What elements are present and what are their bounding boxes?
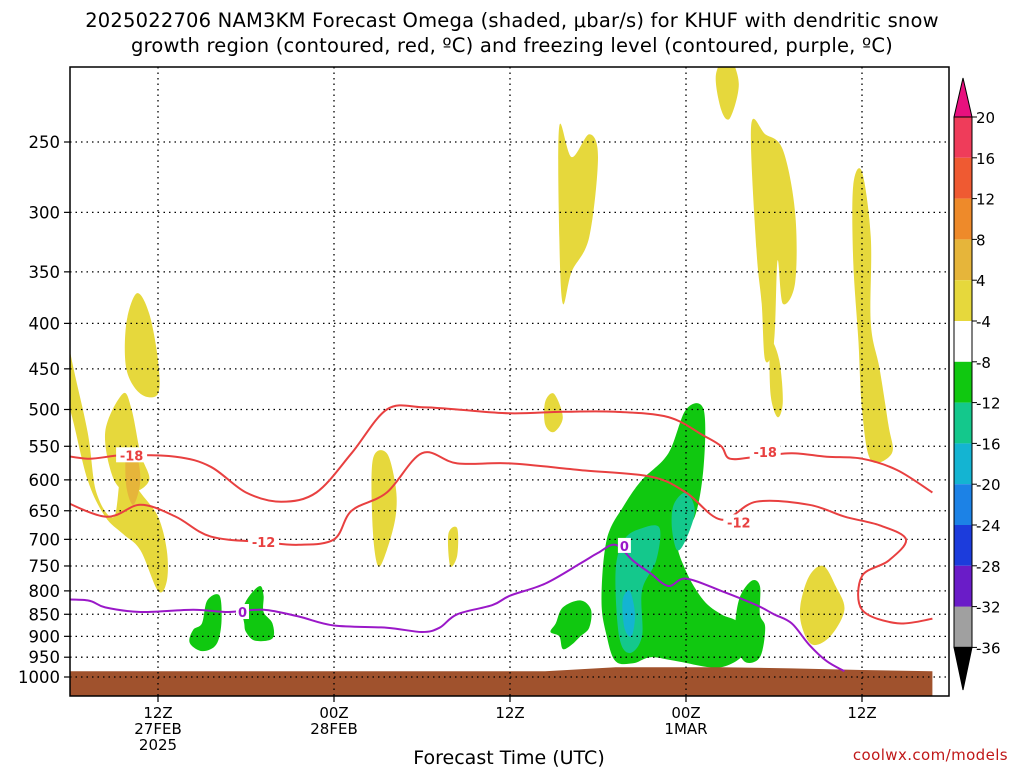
- colorbar-label-7: -12: [976, 395, 1001, 413]
- colorbar-label-11: -28: [976, 558, 1001, 576]
- upward-omega-region-9: [750, 118, 797, 363]
- colorbar-block-7: [954, 402, 972, 444]
- colorbar-frame: [953, 116, 973, 648]
- source-credit[interactable]: coolwx.com/models: [852, 746, 1008, 764]
- dgz-contour-minus12-label-bg-0: [248, 534, 280, 550]
- downward-omega-region-15: [671, 492, 695, 551]
- dgz-contour-minus12-label-0: -12: [252, 536, 276, 551]
- colorbar-block-3: [954, 239, 972, 281]
- upward-omega-region-10: [769, 340, 783, 418]
- y-tick-label-400: 400: [29, 314, 61, 333]
- x-tick-label-4-0: 12Z: [847, 704, 876, 722]
- colorbar-label-13: -36: [976, 639, 1001, 657]
- upward-omega-region-11: [852, 168, 893, 463]
- upward-omega-region-5: [447, 526, 459, 567]
- colorbar-label-5: -4: [976, 313, 991, 331]
- downward-omega-region-20: [735, 580, 766, 663]
- y-tick-label-300: 300: [29, 203, 61, 222]
- y-tick-label-450: 450: [29, 360, 61, 379]
- colorbar-label-1: 16: [976, 150, 995, 168]
- colorbar-block-2: [954, 198, 972, 240]
- freezing-level-contour-label-1: 0: [620, 540, 629, 555]
- x-tick-label-3-0: 00Z: [671, 704, 700, 722]
- upward-omega-region-0: [70, 351, 168, 593]
- y-tick-label-250: 250: [29, 133, 61, 152]
- colorbar-label-8: -16: [976, 435, 1001, 453]
- colorbar-block-11: [954, 565, 972, 607]
- upward-omega-region-12: [799, 565, 845, 646]
- y-tick-label-550: 550: [29, 437, 61, 456]
- y-tick-label-650: 650: [29, 502, 61, 521]
- colorbar-label-4: 4: [976, 272, 986, 290]
- colorbar-top-arrow: [953, 77, 973, 118]
- grid-lines: [70, 67, 949, 696]
- x-tick-label-3-1: 1MAR: [664, 720, 707, 738]
- colorbar-block-4: [954, 280, 972, 321]
- colorbar-label-3: 8: [976, 231, 986, 249]
- colorbar-label-12: -32: [976, 599, 1001, 617]
- colorbar-label-10: -24: [976, 517, 1001, 535]
- y-tick-label-700: 700: [29, 530, 61, 549]
- omega-shading-layer: [70, 67, 893, 668]
- colorbar-block-9: [954, 484, 972, 525]
- dgz-contour-minus18-label-0: -18: [120, 449, 144, 464]
- colorbar-block-1: [954, 157, 972, 199]
- y-tick-label-500: 500: [29, 401, 61, 420]
- y-tick-label-750: 750: [29, 557, 61, 576]
- colorbar-label-6: -8: [976, 354, 991, 372]
- downward-omega-region-16: [622, 590, 636, 637]
- dgz-contour-minus18: [70, 404, 933, 503]
- colorbar-label-2: 12: [976, 191, 995, 209]
- colorbar-block-0: [954, 117, 972, 158]
- freezing-level-contour-label-bg-0: [235, 604, 249, 620]
- ground-terrain: [70, 667, 933, 696]
- y-tick-label-800: 800: [29, 582, 61, 601]
- dgz-contour-minus12: [70, 451, 933, 625]
- colorbar-block-last: [954, 606, 972, 648]
- upward-omega-region-2: [124, 293, 160, 398]
- downward-omega-region-19: [550, 600, 592, 650]
- contour-lines: -18 -18 -12 -12 0 0: [70, 404, 933, 673]
- colorbar-block-6: [954, 361, 972, 403]
- x-tick-label-0-2: 2025: [139, 736, 177, 754]
- downward-omega-region-18: [242, 586, 275, 642]
- dgz-contour-minus18-label-bg-1: [749, 443, 781, 459]
- colorbar-label-9: -20: [976, 476, 1001, 494]
- y-tick-label-900: 900: [29, 627, 61, 646]
- dgz-contour-minus12-label-bg-1: [723, 514, 755, 530]
- chart-title-line2: growth region (contoured, red, ºC) and f…: [131, 34, 893, 57]
- colorbar: 20 16 12 8 4 -4 -8 -12 -16 -20 -24 -28 -32 -36: [953, 77, 1001, 691]
- x-axis-label: Forecast Time (UTC): [413, 747, 604, 768]
- dgz-contour-minus12-label-1: -12: [727, 516, 751, 531]
- colorbar-block-8: [954, 443, 972, 485]
- x-tick-label-1-1: 28FEB: [310, 720, 357, 738]
- colorbar-block-5: [954, 321, 972, 362]
- terrain-layer: [70, 667, 933, 696]
- x-tick-label-2-0: 12Z: [495, 704, 524, 722]
- x-tick-label-0-1: 27FEB: [134, 720, 181, 738]
- colorbar-bottom-arrow: [953, 646, 973, 691]
- y-tick-label-1000: 1000: [18, 668, 60, 687]
- freezing-level-contour-label-bg-1: [617, 537, 631, 553]
- upward-omega-region-7: [558, 123, 598, 305]
- chart-title: 2025022706 NAM3KM Forecast Omega (shaded…: [0, 8, 1024, 58]
- y-tick-label-950: 950: [29, 648, 61, 667]
- dgz-contour-minus18-label-bg-0: [116, 447, 148, 463]
- x-tick-label-1-0: 00Z: [319, 704, 348, 722]
- y-axis: 250 300 350 400 450 500 550 600 650 700 750 800 850 9…: [18, 133, 70, 687]
- dgz-contour-minus18-label-1: -18: [753, 446, 777, 461]
- x-tick-label-0-0: 12Z: [143, 704, 172, 722]
- freezing-level-contour-label-0: 0: [238, 606, 247, 621]
- y-tick-label-350: 350: [29, 263, 61, 282]
- y-tick-label-600: 600: [29, 471, 61, 490]
- colorbar-label-0: 20: [976, 109, 995, 127]
- colorbar-block-10: [954, 525, 972, 566]
- y-tick-label-850: 850: [29, 605, 61, 624]
- chart-title-line1: 2025022706 NAM3KM Forecast Omega (shaded…: [85, 9, 939, 32]
- upward-omega-region-8: [715, 67, 739, 120]
- freezing-level-contour: [70, 543, 845, 673]
